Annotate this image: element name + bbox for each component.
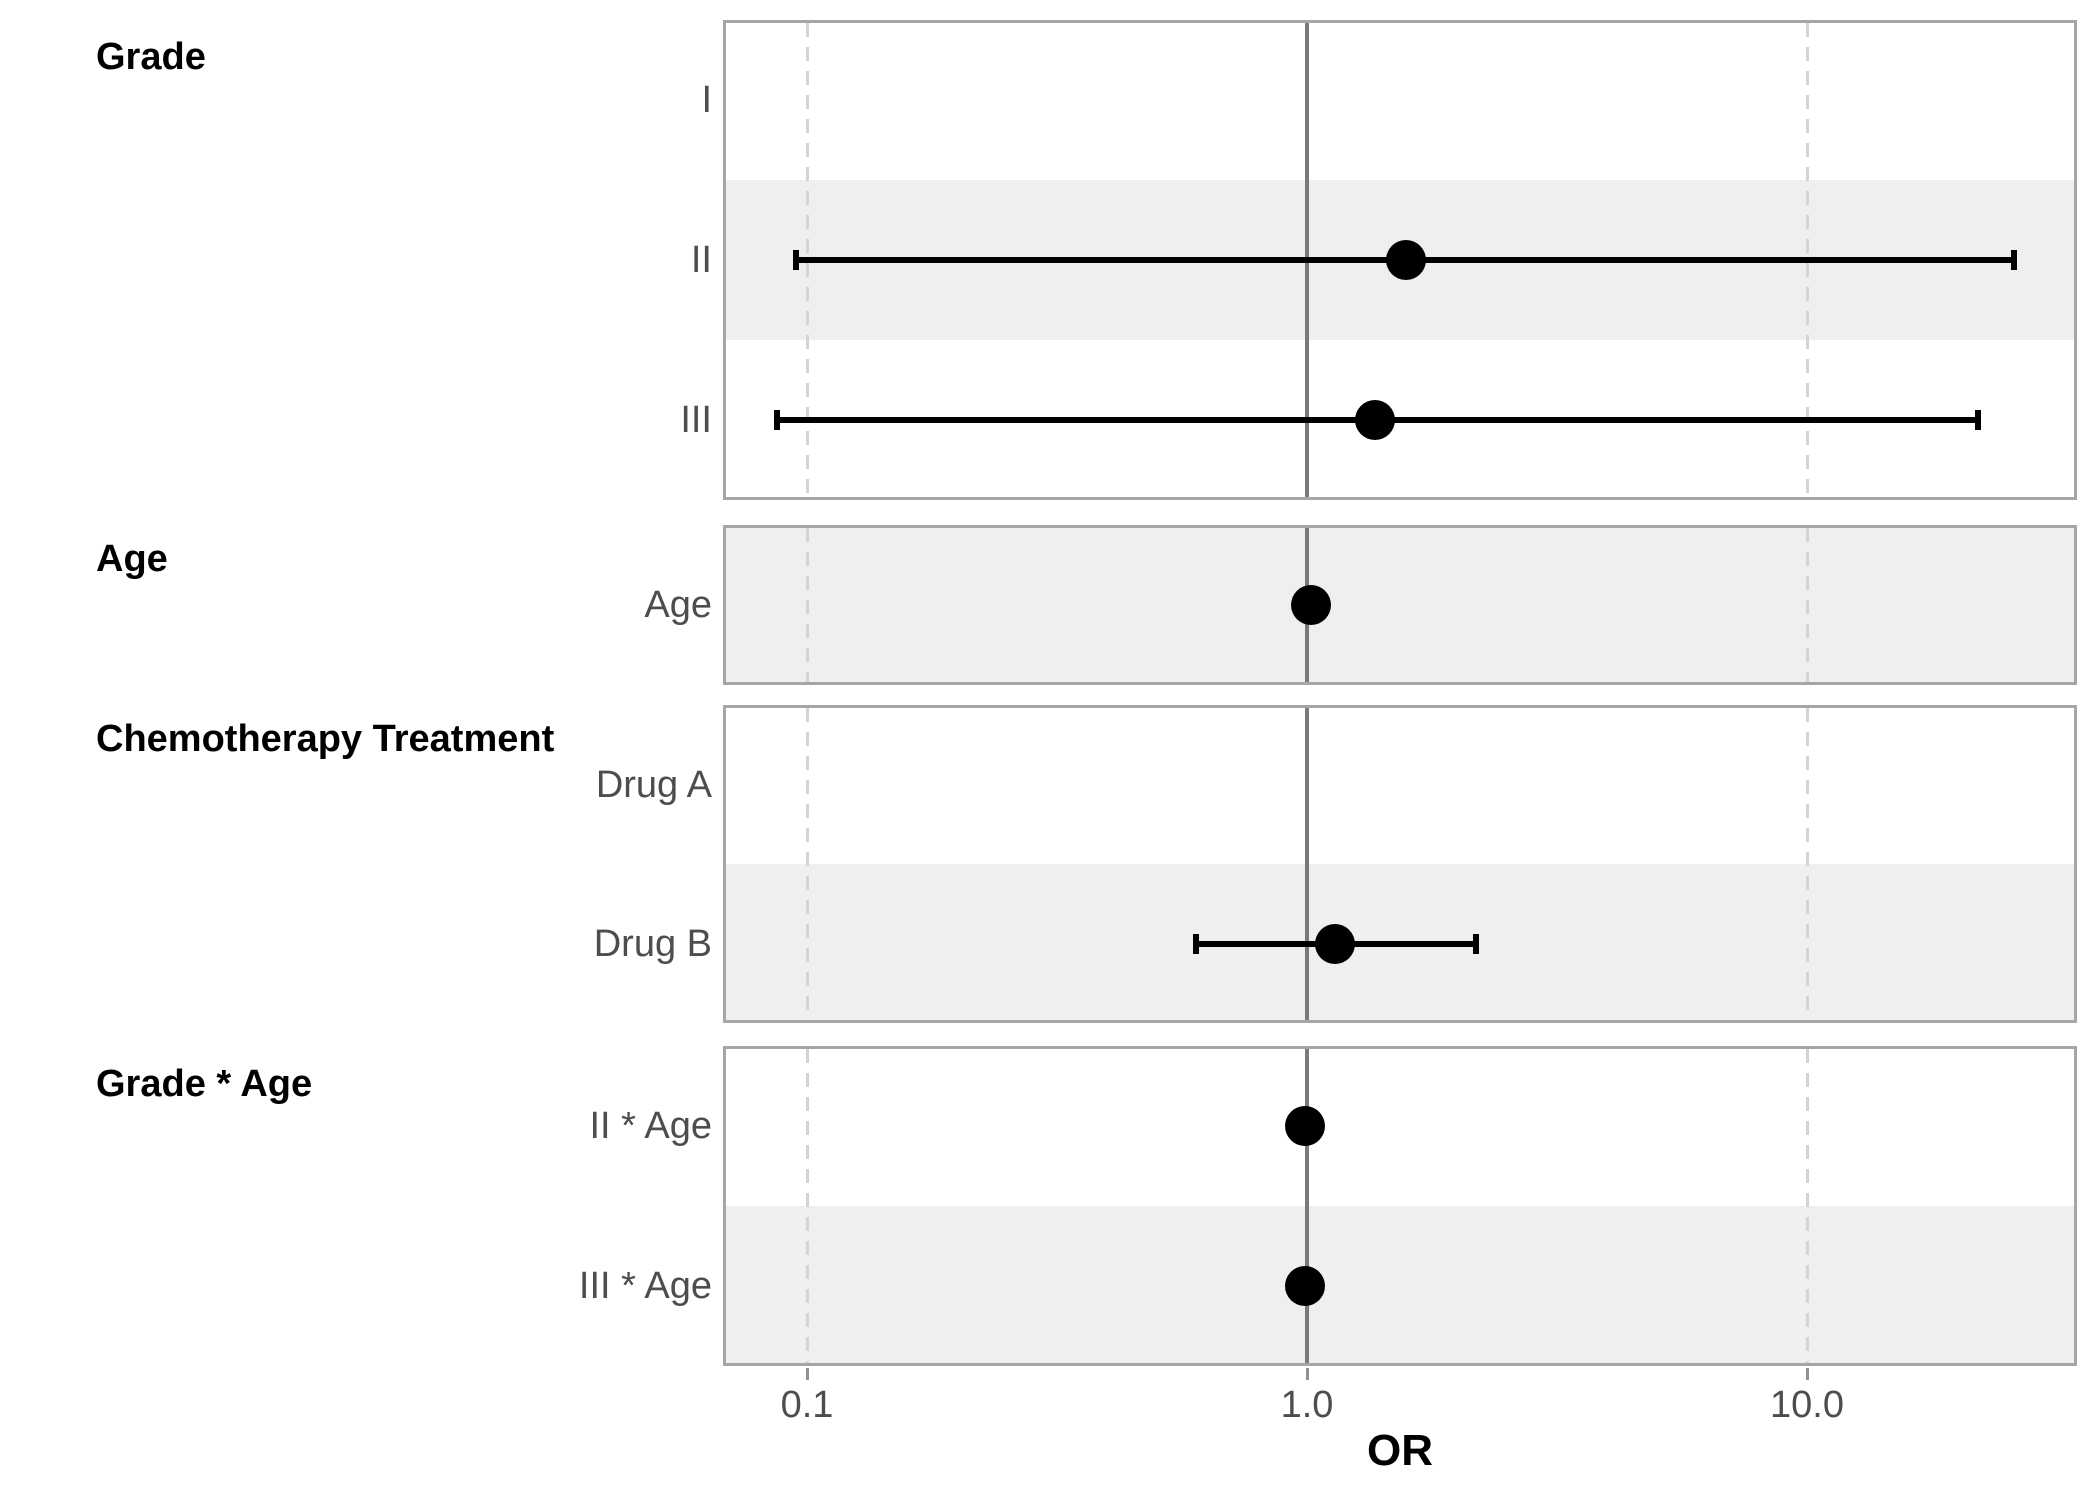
ci-cap (773, 410, 780, 430)
row-label: II (690, 239, 712, 281)
gridline-dashed (1805, 528, 1809, 682)
ci-cap (1473, 933, 1480, 954)
point-estimate (1355, 400, 1396, 440)
row-label: II * Age (589, 1105, 712, 1147)
point-estimate (1284, 1266, 1325, 1306)
axis-tick (805, 1368, 809, 1380)
x-axis-title: OR (1367, 1426, 1433, 1475)
axis-tick (1805, 1368, 1809, 1380)
row-label: III (680, 399, 712, 441)
facet-panel (723, 525, 2077, 685)
axis-tick-label: 0.1 (780, 1384, 834, 1426)
gridline-dashed (805, 1049, 809, 1363)
row-label: Drug A (595, 763, 712, 806)
row-label: III * Age (578, 1265, 712, 1307)
axis-tick-label: 10.0 (1770, 1384, 1844, 1426)
gridline-dashed (805, 708, 809, 1020)
row-stripe (726, 1206, 2074, 1363)
section-header: Chemotherapy Treatment (96, 718, 555, 760)
row-label: I (701, 79, 712, 121)
reference-line (1305, 1049, 1309, 1363)
facet-panel (723, 20, 2077, 500)
row-stripe (726, 528, 2074, 682)
point-estimate (1386, 240, 1427, 280)
facet-panel (723, 1046, 2077, 1366)
point-estimate (1284, 1106, 1325, 1146)
gridline-dashed (1805, 1049, 1809, 1363)
ci-cap (1193, 933, 1200, 954)
ci-cap (2011, 250, 2018, 270)
reference-line (1305, 708, 1309, 1020)
row-label: Age (644, 584, 712, 626)
gridline-dashed (805, 528, 809, 682)
ci-cap (1975, 410, 1982, 430)
point-estimate (1315, 923, 1356, 964)
section-header: Age (96, 538, 168, 580)
facet-panel (723, 705, 2077, 1023)
gridline-dashed (1805, 708, 1809, 1020)
point-estimate (1291, 585, 1332, 625)
section-header: Grade * Age (96, 1063, 313, 1105)
ci-cap (792, 250, 799, 270)
row-label: Drug B (593, 922, 712, 965)
axis-tick (1305, 1368, 1309, 1380)
axis-tick-label: 1.0 (1280, 1384, 1334, 1426)
section-header: Grade (96, 36, 206, 78)
